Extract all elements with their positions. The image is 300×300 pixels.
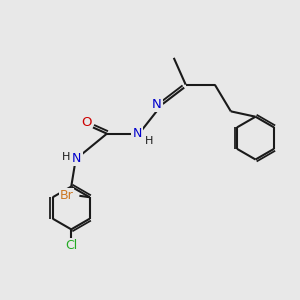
Text: O: O bbox=[81, 116, 91, 129]
Text: Cl: Cl bbox=[65, 239, 77, 252]
Text: H: H bbox=[62, 152, 70, 162]
Text: Br: Br bbox=[60, 189, 74, 202]
Text: H: H bbox=[145, 136, 153, 146]
Text: N: N bbox=[72, 152, 82, 165]
Text: N: N bbox=[152, 98, 162, 111]
Text: N: N bbox=[133, 127, 142, 140]
